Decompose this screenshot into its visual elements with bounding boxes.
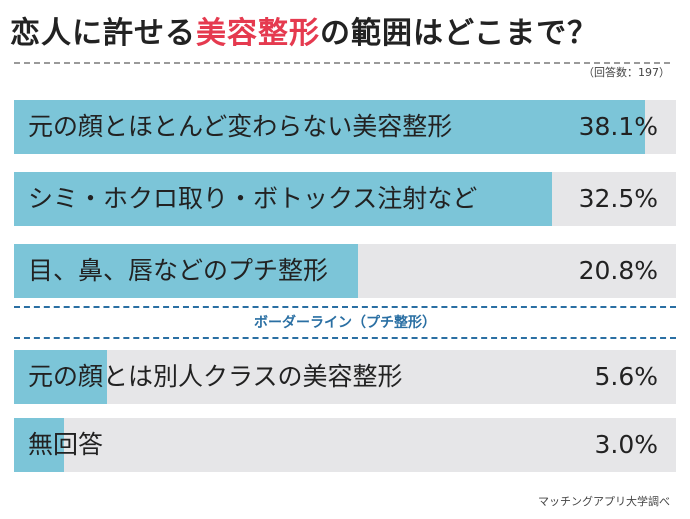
bar <box>14 172 552 226</box>
bar-category-label: 元の顔とは別人クラスの美容整形 <box>28 362 403 391</box>
bar-value-label: 5.6% <box>594 362 658 391</box>
chart-title: 恋人に許せる美容整形の範囲はどこまで？ <box>10 8 598 52</box>
bar-category-label: シミ・ホクロ取り・ボトックス注射など <box>28 184 478 213</box>
title-highlight: 美容整形 <box>196 16 320 51</box>
bar-row: 目、鼻、唇などのプチ整形 20.8% <box>14 244 676 298</box>
bar-category-label: 元の顔とほとんど変わらない美容整形 <box>28 112 453 141</box>
bar-value-label: 20.8% <box>578 256 658 285</box>
title-suffix: の範囲はどこまで？ <box>320 16 599 51</box>
bar <box>14 350 107 404</box>
title-prefix: 恋人に許せる <box>10 16 196 51</box>
source-note: マッチングアプリ大学調べ <box>538 495 670 508</box>
respondent-count: （回答数：197） <box>583 66 670 79</box>
bar-category-label: 無回答 <box>28 430 104 459</box>
bar-value-label: 3.0% <box>594 430 658 459</box>
bar-row: シミ・ホクロ取り・ボトックス注射など 32.5% <box>14 172 676 226</box>
border-line-divider-top <box>14 306 676 308</box>
bar-row: 元の顔とほとんど変わらない美容整形 38.1% <box>14 100 676 154</box>
border-line-divider-bottom <box>14 337 676 339</box>
bar-value-label: 32.5% <box>578 184 658 213</box>
bar-row: 元の顔とは別人クラスの美容整形 5.6% <box>14 350 676 404</box>
bar-value-label: 38.1% <box>578 112 658 141</box>
bar-category-label: 目、鼻、唇などのプチ整形 <box>28 256 329 285</box>
bar <box>14 100 645 154</box>
bar-row: 無回答 3.0% <box>14 418 676 472</box>
bar <box>14 244 358 298</box>
border-line-label: ボーダーライン（プチ整形） <box>254 315 436 331</box>
title-divider <box>14 62 670 64</box>
bar <box>14 418 64 472</box>
